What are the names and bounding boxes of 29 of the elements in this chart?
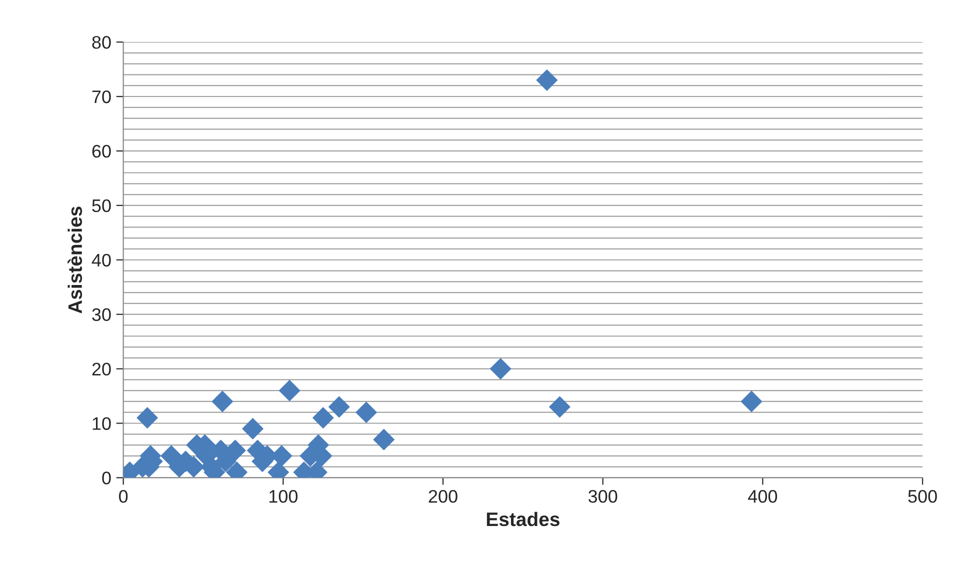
x-axis-title: Estades <box>486 512 560 526</box>
x-tick-label: 500 <box>908 490 937 503</box>
y-tick-label: 70 <box>92 90 111 104</box>
point <box>549 396 570 418</box>
y-tick-label: 20 <box>92 362 111 376</box>
y-tick-label: 30 <box>92 308 111 322</box>
x-tick-label: 0 <box>119 490 128 503</box>
x-tick-label: 100 <box>269 490 298 503</box>
y-tick-label: 50 <box>92 199 111 212</box>
point <box>136 407 158 428</box>
point <box>490 358 512 380</box>
point <box>278 380 300 402</box>
y-tick-label: 40 <box>92 254 111 267</box>
y-tick-label: 60 <box>92 144 111 158</box>
x-tick-label: 400 <box>748 490 778 503</box>
point <box>740 390 762 412</box>
point <box>373 428 395 450</box>
point <box>356 402 377 424</box>
point <box>312 407 334 428</box>
point <box>536 70 558 91</box>
x-tick-label: 200 <box>428 490 458 503</box>
point <box>212 390 234 412</box>
y-axis-title: Asistències <box>68 206 82 314</box>
y-tick-label: 80 <box>92 36 111 49</box>
point <box>242 418 264 440</box>
y-tick-label: 10 <box>92 417 111 430</box>
y-tick-label: 0 <box>102 472 111 484</box>
point <box>328 396 350 418</box>
x-tick-label: 300 <box>588 490 618 503</box>
